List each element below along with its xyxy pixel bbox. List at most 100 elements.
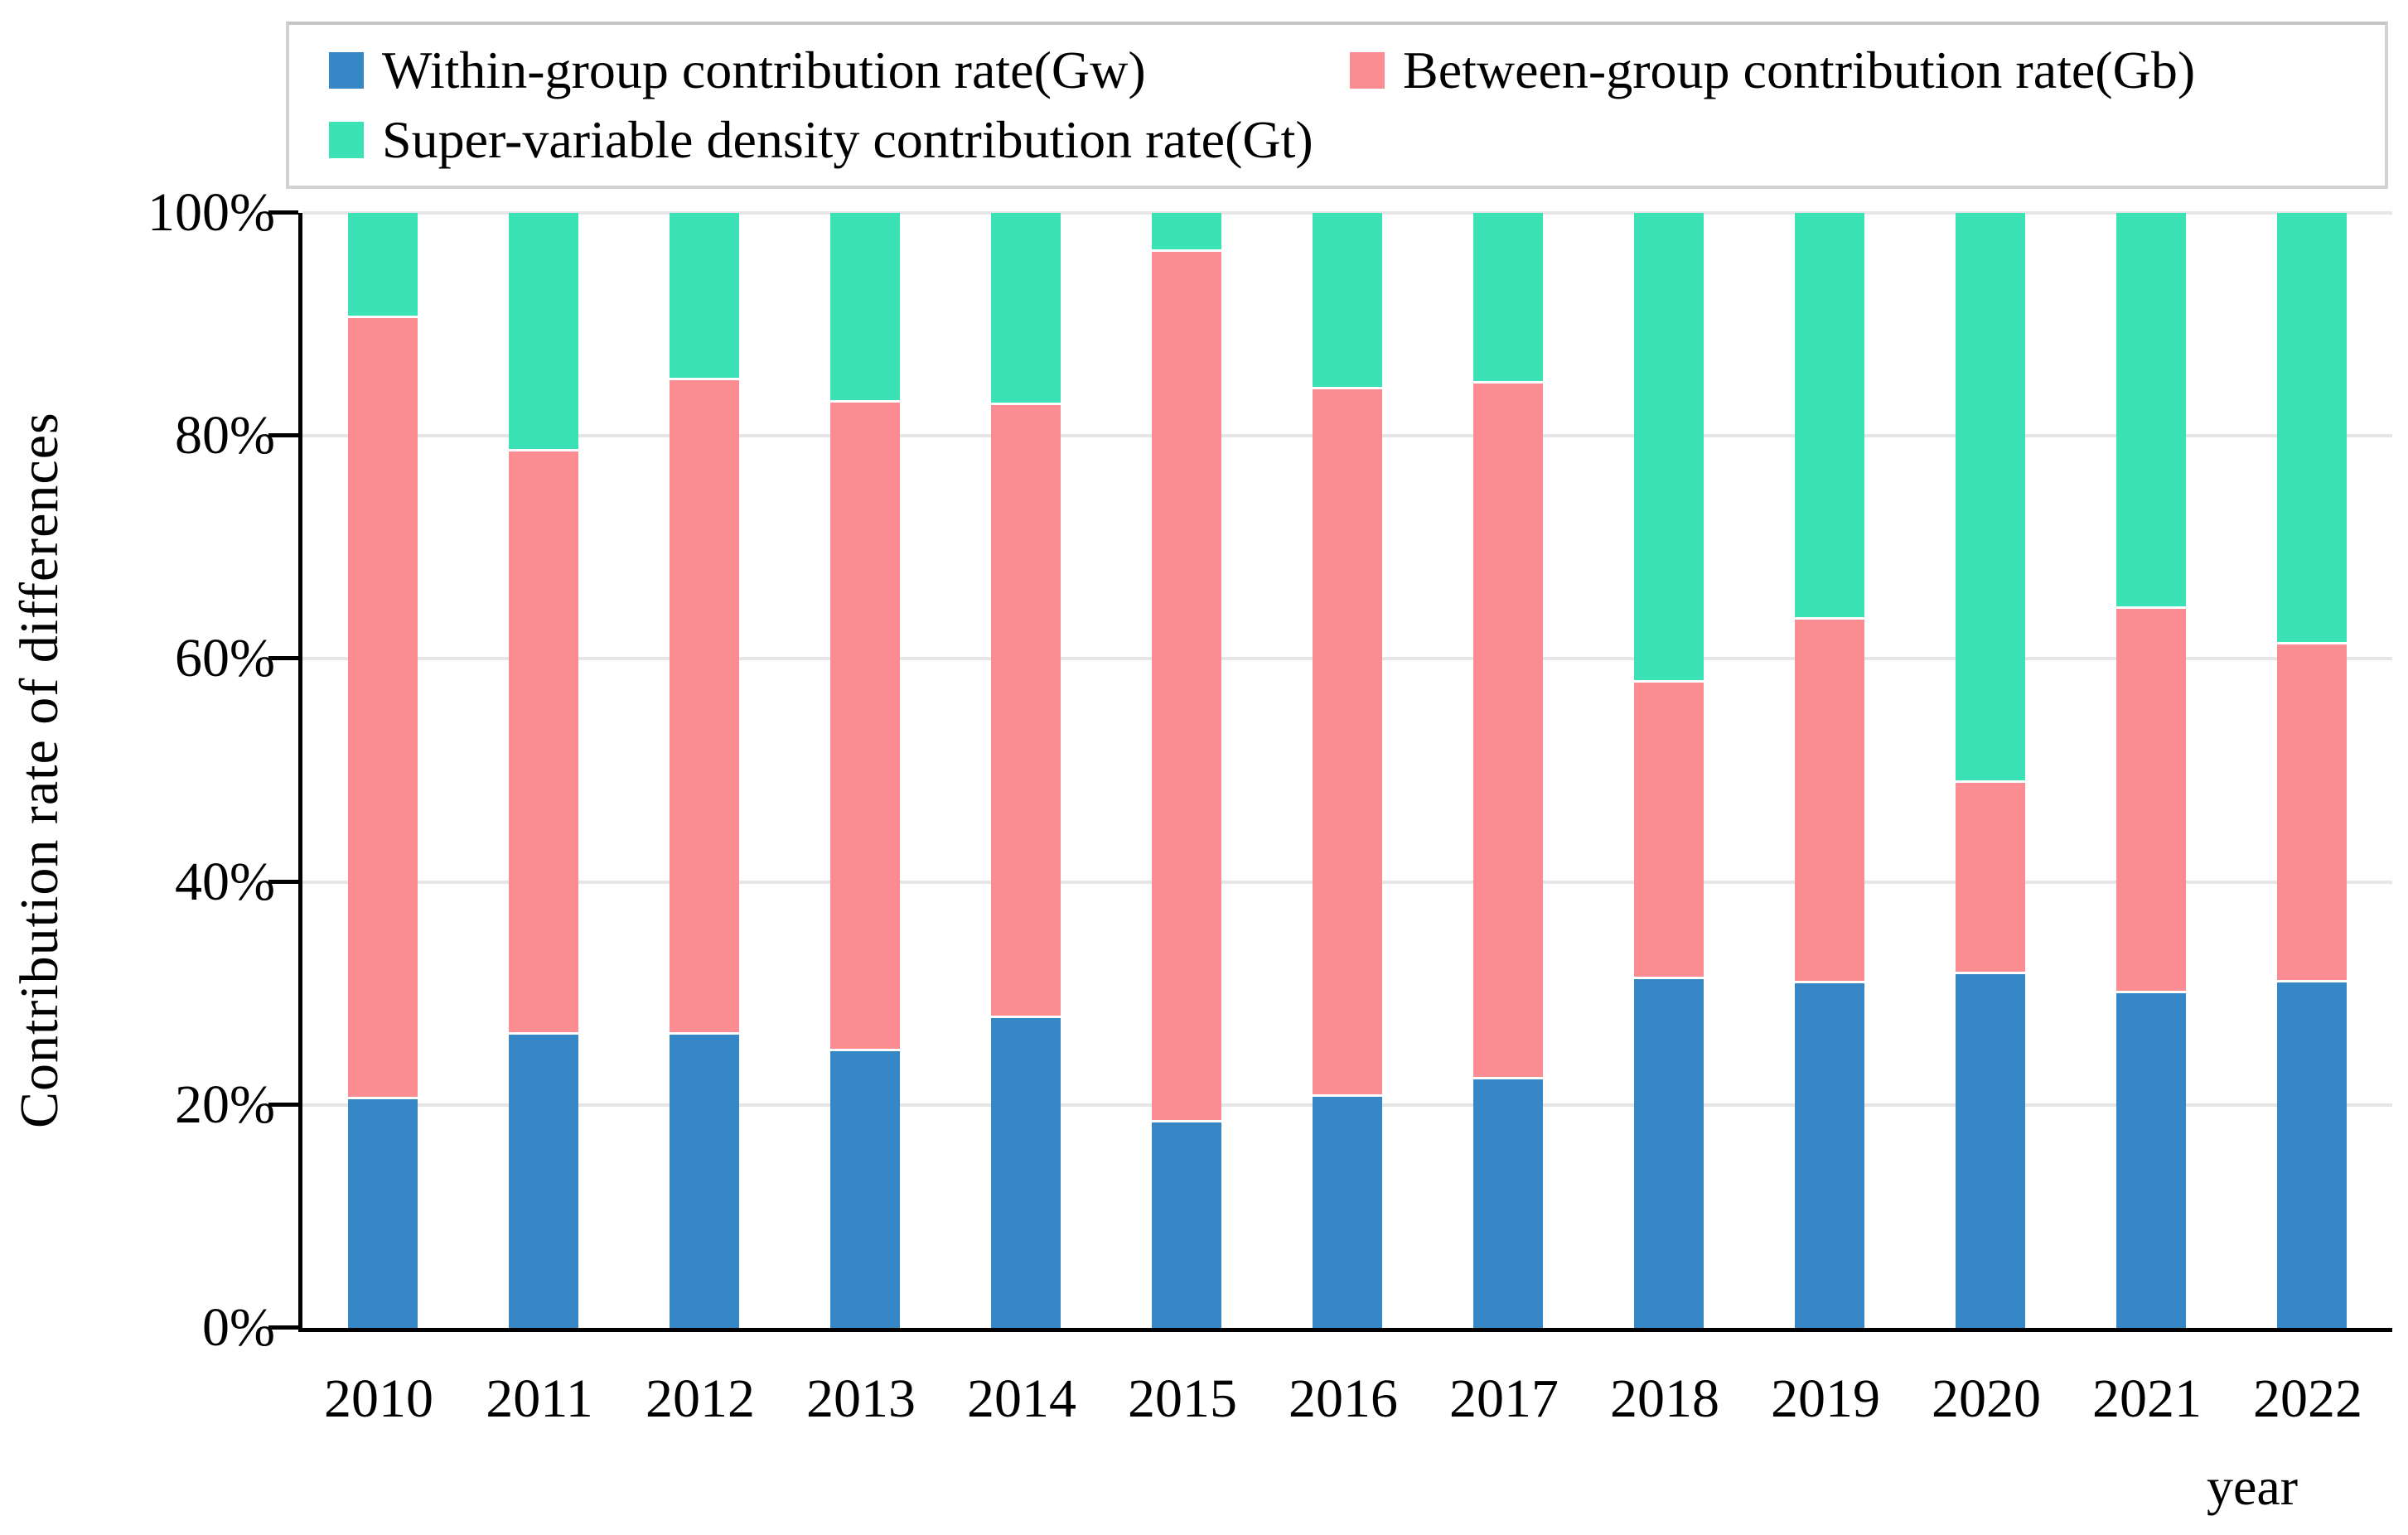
stacked-bar-2022 bbox=[2277, 213, 2347, 1328]
legend: Within-group contribution rate(Gw) Betwe… bbox=[286, 22, 2388, 189]
segment-gw-2012 bbox=[670, 1035, 739, 1328]
legend-item-gw: Within-group contribution rate(Gw) bbox=[329, 41, 1350, 99]
legend-swatch-gw-icon bbox=[329, 51, 364, 89]
stacked-bar-2021 bbox=[2116, 213, 2186, 1328]
segment-gw-2016 bbox=[1313, 1097, 1382, 1328]
stacked-bar-2015 bbox=[1152, 213, 1221, 1328]
segment-gw-2022 bbox=[2277, 982, 2347, 1328]
segment-gw-2018 bbox=[1634, 978, 1704, 1328]
segment-gt-2011 bbox=[509, 213, 578, 452]
y-tick-100% bbox=[268, 210, 298, 215]
segment-gt-2022 bbox=[2277, 213, 2347, 644]
bar-column-2019 bbox=[1749, 213, 1910, 1328]
stacked-bar-2020 bbox=[1956, 213, 2025, 1328]
segment-gt-2016 bbox=[1313, 213, 1382, 389]
y-tick-80% bbox=[268, 433, 298, 438]
x-tick-label-2010: 2010 bbox=[324, 1368, 433, 1429]
segment-gt-2010 bbox=[348, 213, 418, 318]
legend-label-gb: Between-group contribution rate(Gb) bbox=[1403, 40, 2196, 99]
bar-column-2015 bbox=[1106, 213, 1267, 1328]
stacked-bar-2014 bbox=[991, 213, 1061, 1328]
segment-gb-2012 bbox=[670, 379, 739, 1035]
segment-gt-2015 bbox=[1152, 213, 1221, 253]
segment-gb-2022 bbox=[2277, 644, 2347, 982]
bar-column-2020 bbox=[1910, 213, 2071, 1328]
segment-gw-2021 bbox=[2116, 993, 2186, 1328]
segment-gw-2019 bbox=[1795, 983, 1864, 1328]
x-tick-labels: 2010 2011 2012 2013 2014 2015 2016 2017 2018 2019… bbox=[298, 1359, 2388, 1439]
bars-layer bbox=[302, 213, 2392, 1328]
bar-column-2013 bbox=[785, 213, 945, 1328]
stacked-bar-2019 bbox=[1795, 213, 1864, 1328]
x-tick-label-2014: 2014 bbox=[967, 1368, 1076, 1429]
segment-gw-2011 bbox=[509, 1035, 578, 1328]
y-tick-label-60%: 60% bbox=[175, 628, 275, 689]
segment-gw-2010 bbox=[348, 1099, 418, 1328]
bar-column-2014 bbox=[945, 213, 1106, 1328]
x-tick-label-2022: 2022 bbox=[2253, 1368, 2362, 1429]
legend-swatch-gt-icon bbox=[329, 122, 364, 159]
x-tick-label-2020: 2020 bbox=[1932, 1368, 2041, 1429]
segment-gt-2017 bbox=[1473, 213, 1543, 384]
segment-gb-2018 bbox=[1634, 682, 1704, 979]
segment-gw-2020 bbox=[1956, 974, 2025, 1328]
x-tick-label-2013: 2013 bbox=[806, 1368, 916, 1429]
segment-gw-2015 bbox=[1152, 1122, 1221, 1328]
segment-gb-2014 bbox=[991, 404, 1061, 1018]
segment-gb-2019 bbox=[1795, 620, 1864, 984]
x-tick-label-2011: 2011 bbox=[486, 1368, 593, 1429]
stacked-bar-2017 bbox=[1473, 213, 1543, 1328]
segment-gb-2020 bbox=[1956, 782, 2025, 975]
bar-column-2017 bbox=[1428, 213, 1588, 1328]
segment-gb-2017 bbox=[1473, 383, 1543, 1079]
stacked-bar-2013 bbox=[830, 213, 900, 1328]
segment-gw-2017 bbox=[1473, 1079, 1543, 1328]
segment-gt-2018 bbox=[1634, 213, 1704, 683]
segment-gt-2012 bbox=[670, 213, 739, 380]
segment-gb-2010 bbox=[348, 317, 418, 1100]
segment-gw-2013 bbox=[830, 1051, 900, 1328]
bar-column-2022 bbox=[2232, 213, 2392, 1328]
stacked-bar-2010 bbox=[348, 213, 418, 1328]
segment-gw-2014 bbox=[991, 1017, 1061, 1328]
stacked-bar-2016 bbox=[1313, 213, 1382, 1328]
stacked-bar-2018 bbox=[1634, 213, 1704, 1328]
plot-area bbox=[268, 210, 2392, 1332]
segment-gt-2020 bbox=[1956, 213, 2025, 783]
segment-gt-2013 bbox=[830, 213, 900, 403]
y-tick-label-20%: 20% bbox=[175, 1074, 275, 1135]
legend-label-gt: Super-variable density contribution rate… bbox=[382, 109, 1313, 169]
legend-label-gw: Within-group contribution rate(Gw) bbox=[382, 40, 1146, 99]
segment-gb-2021 bbox=[2116, 608, 2186, 994]
y-tick-60% bbox=[268, 656, 298, 661]
stacked-bar-2012 bbox=[670, 213, 739, 1328]
segment-gb-2011 bbox=[509, 451, 578, 1035]
x-tick-label-2021: 2021 bbox=[2092, 1368, 2202, 1429]
x-tick-label-2015: 2015 bbox=[1128, 1368, 1237, 1429]
bar-column-2021 bbox=[2071, 213, 2232, 1328]
x-tick-label-2017: 2017 bbox=[1449, 1368, 1559, 1429]
bar-column-2016 bbox=[1267, 213, 1428, 1328]
segment-gt-2014 bbox=[991, 213, 1061, 405]
bar-column-2011 bbox=[463, 213, 624, 1328]
stacked-bar-2011 bbox=[509, 213, 578, 1328]
y-tick-label-0%: 0% bbox=[202, 1297, 275, 1358]
x-tick-label-2018: 2018 bbox=[1610, 1368, 1719, 1429]
x-axis-title: year bbox=[2206, 1457, 2299, 1516]
x-tick-label-2012: 2012 bbox=[646, 1368, 755, 1429]
x-tick-label-2016: 2016 bbox=[1289, 1368, 1398, 1429]
y-tick-label-100%: 100% bbox=[147, 182, 275, 243]
gridline-100% bbox=[302, 211, 2392, 215]
x-tick-label-2019: 2019 bbox=[1771, 1368, 1880, 1429]
segment-gt-2019 bbox=[1795, 213, 1864, 620]
segment-gb-2013 bbox=[830, 402, 900, 1052]
y-tick-40% bbox=[268, 879, 298, 884]
legend-swatch-gb-icon bbox=[1350, 51, 1385, 89]
bar-column-2012 bbox=[624, 213, 785, 1328]
legend-item-gb: Between-group contribution rate(Gb) bbox=[1350, 41, 2368, 99]
bar-column-2010 bbox=[302, 213, 463, 1328]
bar-column-2018 bbox=[1588, 213, 1749, 1328]
y-tick-0% bbox=[268, 1325, 298, 1330]
legend-item-gt: Super-variable density contribution rate… bbox=[329, 109, 2368, 169]
